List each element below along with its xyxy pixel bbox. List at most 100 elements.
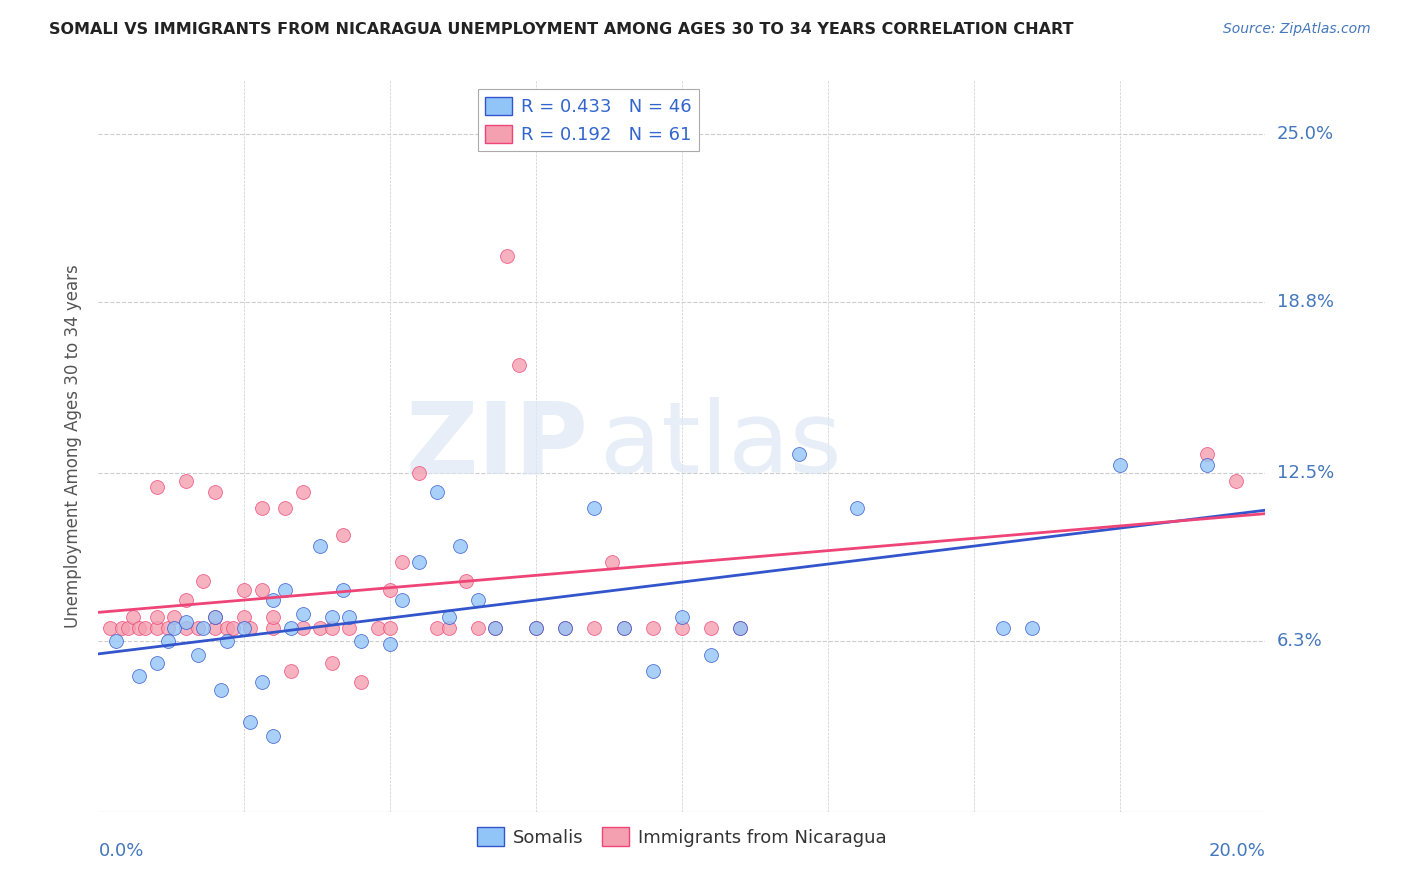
Point bbox=[291, 485, 314, 500]
Point bbox=[1021, 620, 1043, 634]
Point bbox=[350, 674, 373, 689]
Point bbox=[204, 620, 226, 634]
Point bbox=[524, 620, 547, 634]
Point bbox=[280, 664, 302, 678]
Point bbox=[671, 620, 693, 634]
Legend: R = 0.433   N = 46, R = 0.192   N = 61: R = 0.433 N = 46, R = 0.192 N = 61 bbox=[478, 89, 699, 152]
Point bbox=[641, 620, 664, 634]
Point bbox=[250, 582, 273, 597]
Point bbox=[337, 609, 360, 624]
Point bbox=[426, 485, 449, 500]
Point bbox=[146, 620, 169, 634]
Point bbox=[454, 574, 477, 589]
Point bbox=[484, 620, 506, 634]
Point bbox=[111, 620, 134, 634]
Point bbox=[332, 528, 354, 542]
Point bbox=[187, 620, 209, 634]
Point bbox=[215, 620, 238, 634]
Point bbox=[730, 620, 752, 634]
Point bbox=[204, 609, 226, 624]
Point bbox=[321, 620, 343, 634]
Point bbox=[408, 556, 430, 570]
Point bbox=[239, 620, 262, 634]
Text: 0.0%: 0.0% bbox=[98, 842, 143, 860]
Point bbox=[250, 501, 273, 516]
Point bbox=[250, 674, 273, 689]
Text: 6.3%: 6.3% bbox=[1277, 632, 1322, 650]
Point bbox=[380, 637, 402, 651]
Point bbox=[496, 249, 519, 263]
Point bbox=[262, 593, 284, 607]
Point bbox=[787, 447, 810, 461]
Point bbox=[380, 620, 402, 634]
Text: SOMALI VS IMMIGRANTS FROM NICARAGUA UNEMPLOYMENT AMONG AGES 30 TO 34 YEARS CORRE: SOMALI VS IMMIGRANTS FROM NICARAGUA UNEM… bbox=[49, 22, 1074, 37]
Point bbox=[128, 669, 150, 683]
Point bbox=[337, 620, 360, 634]
Point bbox=[671, 609, 693, 624]
Point bbox=[484, 620, 506, 634]
Point bbox=[391, 556, 413, 570]
Point bbox=[449, 539, 471, 553]
Point bbox=[174, 620, 197, 634]
Point bbox=[128, 620, 150, 634]
Point bbox=[350, 634, 373, 648]
Point bbox=[117, 620, 139, 634]
Point bbox=[291, 607, 314, 621]
Point bbox=[641, 664, 664, 678]
Y-axis label: Unemployment Among Ages 30 to 34 years: Unemployment Among Ages 30 to 34 years bbox=[63, 264, 82, 628]
Point bbox=[600, 556, 623, 570]
Point bbox=[233, 609, 256, 624]
Point bbox=[467, 593, 489, 607]
Text: 12.5%: 12.5% bbox=[1277, 464, 1334, 482]
Point bbox=[146, 656, 169, 670]
Point bbox=[1108, 458, 1130, 472]
Point bbox=[274, 501, 297, 516]
Point bbox=[1225, 474, 1247, 488]
Point bbox=[437, 620, 460, 634]
Point bbox=[98, 620, 121, 634]
Point bbox=[321, 609, 343, 624]
Point bbox=[426, 620, 449, 634]
Point bbox=[262, 609, 284, 624]
Point bbox=[163, 620, 186, 634]
Point bbox=[391, 593, 413, 607]
Point bbox=[467, 620, 489, 634]
Point bbox=[193, 620, 215, 634]
Point bbox=[174, 615, 197, 629]
Point bbox=[209, 682, 232, 697]
Point bbox=[291, 620, 314, 634]
Point bbox=[122, 609, 145, 624]
Point bbox=[146, 480, 169, 494]
Point bbox=[612, 620, 634, 634]
Text: 18.8%: 18.8% bbox=[1277, 293, 1333, 311]
Point bbox=[274, 582, 297, 597]
Point bbox=[174, 593, 197, 607]
Point bbox=[187, 648, 209, 662]
Text: atlas: atlas bbox=[600, 398, 842, 494]
Point bbox=[157, 620, 180, 634]
Point bbox=[157, 634, 180, 648]
Point bbox=[309, 620, 332, 634]
Point bbox=[280, 620, 302, 634]
Point bbox=[262, 729, 284, 743]
Point bbox=[583, 501, 606, 516]
Text: Source: ZipAtlas.com: Source: ZipAtlas.com bbox=[1223, 22, 1371, 37]
Text: 25.0%: 25.0% bbox=[1277, 126, 1334, 144]
Point bbox=[524, 620, 547, 634]
Point bbox=[508, 358, 530, 372]
Point bbox=[204, 485, 226, 500]
Point bbox=[437, 609, 460, 624]
Point bbox=[846, 501, 869, 516]
Point bbox=[233, 582, 256, 597]
Point bbox=[262, 620, 284, 634]
Point bbox=[233, 620, 256, 634]
Point bbox=[193, 574, 215, 589]
Point bbox=[321, 656, 343, 670]
Point bbox=[239, 715, 262, 730]
Point bbox=[134, 620, 156, 634]
Point bbox=[700, 620, 723, 634]
Point bbox=[146, 609, 169, 624]
Point bbox=[163, 609, 186, 624]
Point bbox=[554, 620, 576, 634]
Point bbox=[104, 634, 127, 648]
